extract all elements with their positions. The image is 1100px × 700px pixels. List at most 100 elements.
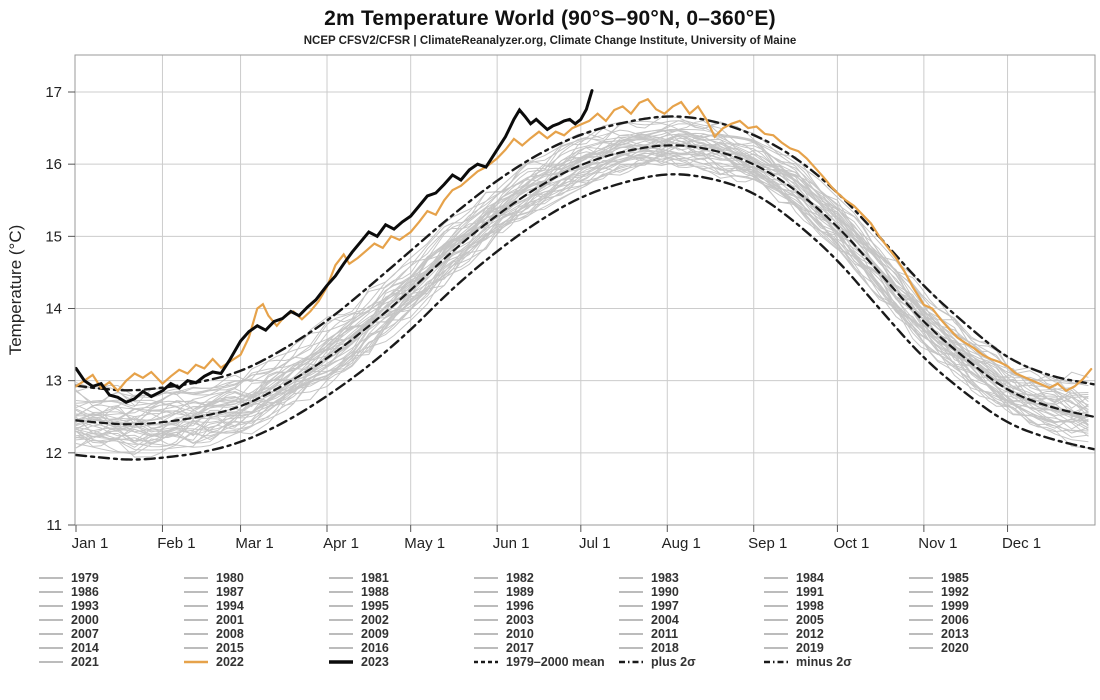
legend-item-2010: 2010 bbox=[473, 627, 618, 641]
legend-label: 1994 bbox=[216, 599, 244, 613]
legend-item-2001: 2001 bbox=[183, 613, 328, 627]
year-2014-line bbox=[75, 129, 1089, 412]
legend-swatch-year bbox=[764, 619, 788, 621]
legend-swatch-year bbox=[909, 591, 933, 593]
legend-swatch-year bbox=[39, 619, 63, 621]
legend-swatch-year bbox=[909, 619, 933, 621]
legend-swatch-year bbox=[474, 605, 498, 607]
legend-swatch-year bbox=[184, 633, 208, 635]
y-tick-label: 14 bbox=[45, 301, 62, 318]
legend-item-1993: 1993 bbox=[38, 599, 183, 613]
legend-label: 1988 bbox=[361, 585, 389, 599]
axes: Jan 1 Feb 1 Mar 1 Apr 1 May 1 Jun 1 Jul 1 Aug 1… bbox=[6, 84, 1041, 552]
legend-swatch-year bbox=[474, 591, 498, 593]
legend-swatch-year bbox=[329, 647, 353, 649]
legend-swatch-year bbox=[619, 647, 643, 649]
chart-title: 2m Temperature World (90°S–90°N, 0–360°E… bbox=[324, 7, 776, 30]
legend-item-minus-2σ: minus 2σ bbox=[763, 655, 908, 669]
x-tick-label: Aug 1 bbox=[662, 535, 701, 552]
legend-label: 2003 bbox=[506, 613, 534, 627]
y-tick-label: 11 bbox=[46, 517, 62, 534]
legend-label: 2021 bbox=[71, 655, 99, 669]
legend-swatch-year bbox=[184, 619, 208, 621]
x-tick-label: Apr 1 bbox=[323, 535, 359, 552]
legend-item-2011: 2011 bbox=[618, 627, 763, 641]
plot-border bbox=[74, 54, 1096, 526]
legend-label: plus 2σ bbox=[651, 655, 696, 669]
legend-swatch-year bbox=[329, 633, 353, 635]
legend-item-1979-2000-mean: 1979–2000 mean bbox=[473, 655, 618, 669]
legend-swatch-year bbox=[329, 577, 353, 579]
legend-swatch-sigma bbox=[619, 660, 643, 664]
gridlines bbox=[75, 55, 1095, 525]
legend-item-2006: 2006 bbox=[908, 613, 1053, 627]
legend-item-2000: 2000 bbox=[38, 613, 183, 627]
legend-swatch-year bbox=[184, 605, 208, 607]
x-tick-label: Dec 1 bbox=[1002, 535, 1041, 552]
legend-item-2014: 2014 bbox=[38, 641, 183, 655]
legend-swatch-year bbox=[184, 647, 208, 649]
legend-swatch-year bbox=[39, 661, 63, 663]
legend-swatch-year bbox=[474, 619, 498, 621]
legend-swatch-year bbox=[329, 619, 353, 621]
legend-item-1990: 1990 bbox=[618, 585, 763, 599]
year-2013-line bbox=[75, 129, 1089, 424]
legend-item-1985: 1985 bbox=[908, 571, 1053, 585]
x-tick-label: Mar 1 bbox=[235, 535, 273, 552]
year-2021-line bbox=[75, 120, 1089, 404]
legend-swatch-year bbox=[764, 633, 788, 635]
x-tick-label: Sep 1 bbox=[748, 535, 787, 552]
legend-label: 1999 bbox=[941, 599, 969, 613]
y-tick-label: 13 bbox=[45, 373, 62, 390]
legend-item-2017: 2017 bbox=[473, 641, 618, 655]
legend-item-1989: 1989 bbox=[473, 585, 618, 599]
legend-swatch-year bbox=[909, 605, 933, 607]
legend-swatch-year bbox=[619, 577, 643, 579]
legend-label: 2012 bbox=[796, 627, 824, 641]
legend-item-1981: 1981 bbox=[328, 571, 473, 585]
legend-item-2004: 2004 bbox=[618, 613, 763, 627]
legend-item-2013: 2013 bbox=[908, 627, 1053, 641]
legend-item-2007: 2007 bbox=[38, 627, 183, 641]
background-year-lines bbox=[75, 116, 1089, 458]
legend-swatch-year bbox=[39, 647, 63, 649]
legend-item-2019: 2019 bbox=[763, 641, 908, 655]
year-1989-line bbox=[75, 156, 1089, 453]
legend-swatch-year bbox=[329, 605, 353, 607]
year-2010-line bbox=[75, 134, 1089, 417]
legend-label: 2020 bbox=[941, 641, 969, 655]
legend-label: 2013 bbox=[941, 627, 969, 641]
legend-label: 1979–2000 mean bbox=[506, 655, 605, 669]
legend-item-1991: 1991 bbox=[763, 585, 908, 599]
legend-label: 1980 bbox=[216, 571, 244, 585]
legend-item-1996: 1996 bbox=[473, 599, 618, 613]
x-tick-label: Nov 1 bbox=[918, 535, 957, 552]
legend-label: 2007 bbox=[71, 627, 99, 641]
year-2015-line bbox=[75, 129, 1089, 410]
legend-label: 1996 bbox=[506, 599, 534, 613]
legend-swatch-year bbox=[39, 577, 63, 579]
legend-label: 2011 bbox=[651, 627, 679, 641]
year-2001-line bbox=[75, 135, 1089, 429]
legend-label: 1982 bbox=[506, 571, 534, 585]
legend-label: 1998 bbox=[796, 599, 824, 613]
legend-label: 2000 bbox=[71, 613, 99, 627]
legend-label: 1983 bbox=[651, 571, 679, 585]
y-tick-label: 17 bbox=[45, 84, 62, 101]
legend-swatch-year bbox=[764, 577, 788, 579]
chart-legend: 1979 1980 1981 1982 1983 1984 1985 1986 1987 1988… bbox=[38, 571, 1100, 669]
year-1985-line bbox=[75, 162, 1089, 458]
legend-swatch-orange bbox=[184, 660, 208, 664]
legend-label: 2009 bbox=[361, 627, 389, 641]
legend-swatch-year bbox=[764, 605, 788, 607]
legend-swatch-year bbox=[184, 577, 208, 579]
year-2004-line bbox=[75, 134, 1089, 427]
legend-swatch-year bbox=[764, 647, 788, 649]
legend-label: 2002 bbox=[361, 613, 389, 627]
year-1987-line bbox=[75, 144, 1089, 439]
legend-label: 1987 bbox=[216, 585, 244, 599]
legend-item-2005: 2005 bbox=[763, 613, 908, 627]
legend-label: 1981 bbox=[361, 571, 389, 585]
x-tick-label: Oct 1 bbox=[833, 535, 869, 552]
